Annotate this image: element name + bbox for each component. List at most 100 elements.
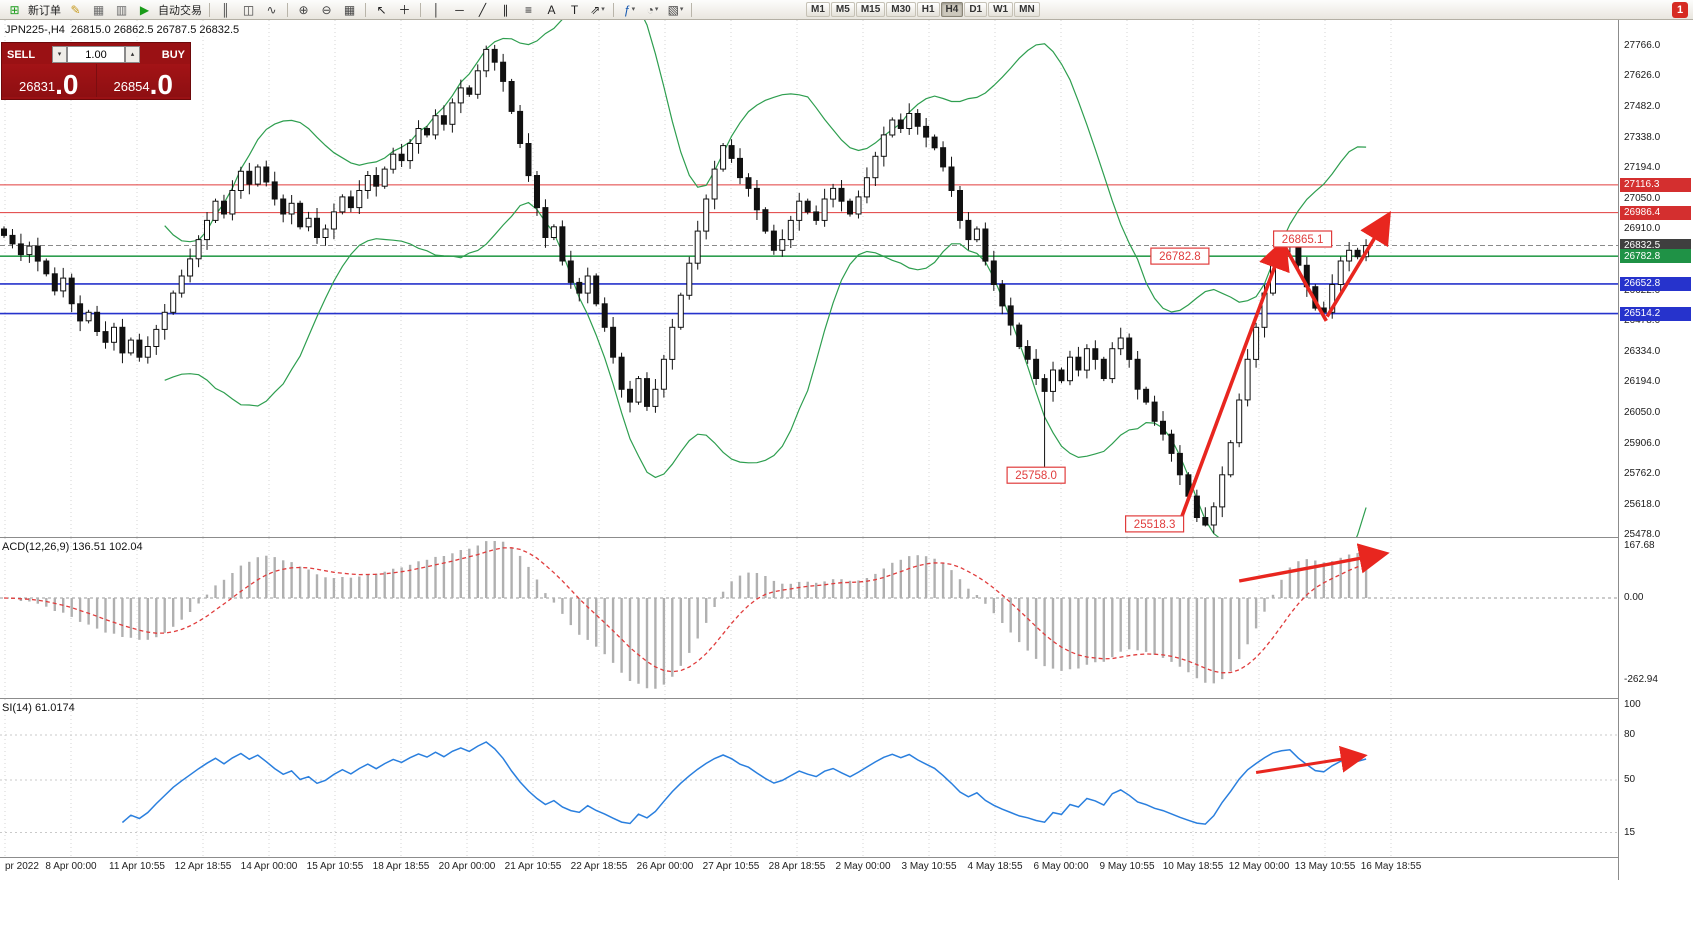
volume-down-button[interactable]: ▾ xyxy=(52,46,67,63)
arrows-button[interactable]: ⇗ ▾ xyxy=(586,0,609,19)
channel-button[interactable]: ∥ xyxy=(494,0,517,19)
toolbar-separator xyxy=(420,2,421,17)
new-order-button[interactable]: ⊞ xyxy=(3,0,26,19)
price-axis-label: 26910.0 xyxy=(1624,223,1661,234)
timeframe-d1[interactable]: D1 xyxy=(964,2,988,17)
new-order-button-label: 新订单 xyxy=(28,4,61,17)
fibonacci-icon: ≡ xyxy=(524,2,532,17)
date-axis-label: 6 May 00:00 xyxy=(1033,861,1089,872)
fibonacci-button[interactable]: ≡ xyxy=(517,0,540,19)
timeframe-m1[interactable]: M1 xyxy=(806,2,830,17)
timeframe-m30[interactable]: M30 xyxy=(886,2,916,17)
date-axis-label: 3 May 10:55 xyxy=(901,861,957,872)
trendline-button[interactable]: ╱ xyxy=(471,0,494,19)
rsi-line xyxy=(121,741,1367,825)
macd-trend-arrow[interactable] xyxy=(1238,543,1390,583)
dropdown-caret-icon: ▾ xyxy=(601,6,605,13)
zoom-in-button[interactable]: ⊕ xyxy=(292,0,315,19)
macd-label: ACD(12,26,9) 136.51 102.04 xyxy=(2,541,143,553)
price-axis-label: 26334.0 xyxy=(1624,346,1661,358)
projection-up-arrow[interactable] xyxy=(1325,211,1391,318)
templates-icon: ▧ xyxy=(667,2,679,17)
annotation-box[interactable] xyxy=(1124,515,1185,533)
annotation-box[interactable] xyxy=(1150,247,1210,265)
templates-button[interactable]: ▧ ▾ xyxy=(664,0,687,19)
rsi-axis-label: 80 xyxy=(1624,729,1636,740)
tile-windows-button[interactable]: ▦ xyxy=(338,0,361,19)
crosshair-icon: ＋ xyxy=(398,2,411,17)
bar-chart-icon: ║ xyxy=(221,2,230,17)
bar-chart-button[interactable]: ║ xyxy=(214,0,237,19)
notifications-badge[interactable]: 1 xyxy=(1672,2,1688,18)
price-level-badge: 26832.5 xyxy=(1620,238,1691,253)
volume-up-button[interactable]: ▴ xyxy=(125,46,140,63)
timeframe-mn[interactable]: MN xyxy=(1014,2,1040,17)
period-button[interactable]: ◔ ▾ xyxy=(641,0,664,19)
toolbar-separator xyxy=(287,2,288,17)
price-axis[interactable]: 27766.0 27626.0 27482.0 27338.0 27194.0 27050… xyxy=(1618,20,1693,880)
dropdown-caret-icon: ▾ xyxy=(631,6,636,13)
market-watch-button[interactable]: ▥ xyxy=(110,0,133,19)
line-chart-button[interactable]: ∿ xyxy=(260,0,283,19)
auto-trading-button[interactable]: ▶ xyxy=(133,0,156,19)
rsi-canvas[interactable] xyxy=(0,699,1618,857)
candlestick-chart-button[interactable]: ◫ xyxy=(237,0,260,19)
trendline-icon: ╱ xyxy=(478,2,487,17)
vertical-line-button[interactable]: │ xyxy=(425,0,448,19)
date-axis-label: 12 May 00:00 xyxy=(1228,861,1290,872)
text-button[interactable]: A xyxy=(540,0,563,19)
price-level-badge: 27116.3 xyxy=(1620,177,1691,192)
price-level-badge: 26782.8 xyxy=(1620,249,1691,264)
dropdown-caret-icon: ▾ xyxy=(679,6,684,13)
price-level-badge: 26514.2 xyxy=(1620,306,1691,321)
price-chart-panel[interactable]: 26782.8 26865.1 25758.0 25518.3 JPN225-,H4 2… xyxy=(0,20,1618,538)
timeframe-h4[interactable]: H4 xyxy=(940,2,964,17)
buy-price-button[interactable]: 26854.0 xyxy=(96,64,190,99)
label-button[interactable]: T xyxy=(563,0,586,19)
date-axis-label: 22 Apr 18:55 xyxy=(570,861,628,872)
zoom-out-button[interactable]: ⊖ xyxy=(315,0,338,19)
date-axis-label: 9 May 10:55 xyxy=(1099,861,1155,872)
rsi-axis-label: 15 xyxy=(1624,826,1636,838)
price-annotations[interactable]: 26782.8 26865.1 25758.0 25518.3 xyxy=(1006,230,1333,533)
annotation-text: 26782.8 xyxy=(1159,251,1201,263)
macd-canvas[interactable] xyxy=(0,538,1618,698)
annotation-box[interactable] xyxy=(1272,230,1333,248)
price-chart-canvas[interactable]: 26782.8 26865.1 25758.0 25518.3 xyxy=(0,20,1618,537)
rsi-trend-arrow[interactable] xyxy=(1255,745,1368,774)
rsi-panel[interactable]: SI(14) 61.0174 xyxy=(0,699,1618,858)
horizontal-line-button[interactable]: ─ xyxy=(448,0,471,19)
profiles-button[interactable]: ▦ xyxy=(87,0,110,19)
date-axis-label: 14 Apr 00:00 xyxy=(240,861,298,872)
indicators-icon: ƒ xyxy=(623,2,631,17)
tile-windows-icon: ▦ xyxy=(343,2,356,17)
date-axis-label: 11 Apr 10:55 xyxy=(109,861,165,872)
rsi-label: SI(14) 61.0174 xyxy=(2,702,75,714)
price-axis-label: 26478.0 xyxy=(1624,315,1661,327)
dropdown-caret-icon: ▾ xyxy=(654,6,659,13)
timeframe-m5[interactable]: M5 xyxy=(830,2,855,17)
timeframe-w1[interactable]: W1 xyxy=(988,2,1014,17)
bollinger-upper-band xyxy=(164,20,1367,313)
toolbar-separator xyxy=(365,2,366,17)
retrace-down-line[interactable] xyxy=(1282,244,1328,322)
date-axis-label: 2 May 00:00 xyxy=(835,861,891,872)
impulse-up-arrow[interactable] xyxy=(1178,237,1290,523)
timeframe-h1[interactable]: H1 xyxy=(916,2,940,17)
metaeditor-button[interactable]: ✎ xyxy=(64,0,87,19)
toolbar-separator xyxy=(691,2,692,17)
crosshair-button[interactable]: ＋ xyxy=(393,0,416,19)
timeframe-m15[interactable]: M15 xyxy=(855,2,886,17)
sell-price-button[interactable]: 26831.0 xyxy=(2,64,97,99)
candlestick-chart-icon: ◫ xyxy=(242,2,255,17)
vertical-gridlines xyxy=(4,699,1392,857)
indicators-button[interactable]: ƒ ▾ xyxy=(618,0,641,19)
date-axis[interactable]: pr 2022 8 Apr 00:00 11 Apr 10:55 12 Apr 18:… xyxy=(0,858,1618,878)
cursor-button[interactable]: ↖ xyxy=(370,0,393,19)
volume-input[interactable] xyxy=(67,46,125,63)
macd-panel[interactable]: ACD(12,26,9) 136.51 102.04 xyxy=(0,538,1618,699)
ohlc-readout: 26815.0 26862.5 26787.5 26832.5 xyxy=(70,24,240,36)
annotation-box[interactable] xyxy=(1006,466,1066,484)
trend-arrows[interactable] xyxy=(1178,211,1391,523)
